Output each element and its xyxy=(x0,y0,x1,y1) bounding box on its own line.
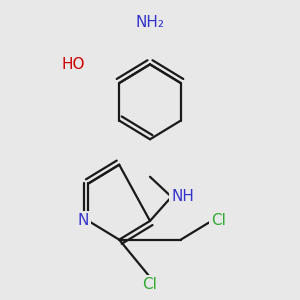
Text: N: N xyxy=(77,213,88,228)
Text: NH₂: NH₂ xyxy=(136,14,164,29)
Text: Cl: Cl xyxy=(212,213,226,228)
Text: Cl: Cl xyxy=(142,277,158,292)
Text: HO: HO xyxy=(62,57,85,72)
Text: NH: NH xyxy=(171,189,194,204)
